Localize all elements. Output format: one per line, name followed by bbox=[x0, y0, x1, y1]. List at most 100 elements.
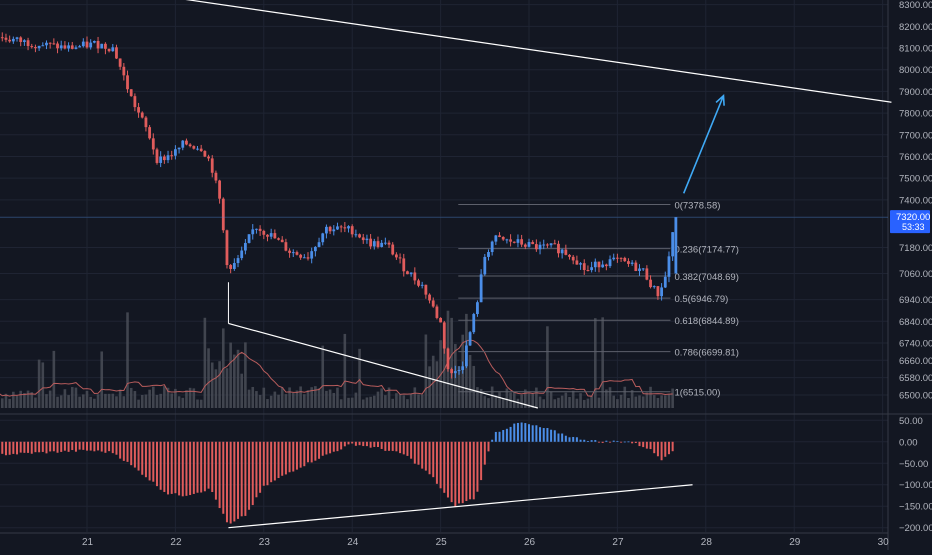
time-axis-label: 23 bbox=[259, 537, 271, 548]
osc-bar-negative bbox=[16, 441, 19, 455]
osc-bar-positive bbox=[586, 440, 589, 442]
osc-bar-negative bbox=[207, 441, 210, 489]
osc-bar-negative bbox=[362, 441, 365, 447]
osc-bar-negative bbox=[638, 441, 641, 447]
candle-down bbox=[133, 96, 137, 108]
osc-bar-negative bbox=[78, 441, 81, 450]
volume-bar bbox=[104, 393, 107, 408]
osc-bar-positive bbox=[505, 428, 508, 442]
osc-axis-label: 0.00 bbox=[899, 437, 918, 448]
volume-bar bbox=[601, 317, 604, 408]
osc-bar-negative bbox=[19, 441, 22, 453]
osc-bar-negative bbox=[373, 441, 376, 447]
last-price-tag[interactable] bbox=[890, 210, 930, 234]
osc-bar-negative bbox=[218, 441, 221, 509]
osc-bar-negative bbox=[347, 441, 350, 445]
candle-down bbox=[0, 37, 4, 39]
volume-bar bbox=[391, 398, 395, 408]
candle-up bbox=[321, 233, 325, 243]
osc-bar-positive bbox=[557, 433, 560, 442]
candle-down bbox=[140, 112, 144, 118]
volume-bar bbox=[317, 388, 321, 408]
volume-bar bbox=[531, 393, 534, 408]
volume-bar bbox=[384, 395, 387, 408]
volume-bar bbox=[490, 386, 494, 408]
candle-down bbox=[203, 151, 207, 157]
candle-down bbox=[52, 43, 56, 45]
osc-bar-negative bbox=[60, 441, 63, 452]
osc-bar-negative bbox=[74, 441, 77, 452]
volume-bar bbox=[196, 399, 199, 408]
candle-up bbox=[579, 263, 582, 265]
candle-up bbox=[78, 46, 82, 48]
osc-bar-negative bbox=[34, 441, 37, 453]
osc-bar-negative bbox=[214, 441, 217, 500]
volume-bar bbox=[203, 317, 207, 408]
osc-bar-negative bbox=[645, 441, 648, 449]
candle-down bbox=[8, 39, 12, 42]
volume-bar bbox=[174, 388, 177, 408]
candle-up bbox=[420, 284, 424, 286]
osc-bar-negative bbox=[277, 441, 280, 479]
volume-bar bbox=[240, 373, 243, 408]
volume-bar bbox=[516, 398, 520, 408]
osc-bar-negative bbox=[27, 441, 30, 453]
osc-bar-negative bbox=[225, 441, 228, 523]
osc-bar-positive bbox=[553, 430, 556, 442]
candle-down bbox=[582, 263, 586, 271]
osc-bar-negative bbox=[270, 441, 273, 483]
candle-down bbox=[597, 261, 601, 268]
candle-down bbox=[531, 242, 535, 245]
osc-bar-negative bbox=[667, 441, 670, 455]
candle-down bbox=[155, 149, 159, 163]
volume-bar bbox=[251, 386, 255, 408]
trendline-lower-price-line bbox=[228, 322, 538, 409]
osc-bar-negative bbox=[649, 441, 652, 450]
osc-bar-negative bbox=[642, 441, 645, 448]
osc-bar-positive bbox=[528, 424, 530, 442]
price-axis-label: 7400.00 bbox=[899, 195, 932, 206]
osc-bar-negative bbox=[351, 441, 354, 444]
osc-bar-negative bbox=[458, 441, 461, 504]
candle-down bbox=[258, 228, 262, 231]
volume-bar bbox=[594, 318, 597, 408]
volume-bar bbox=[398, 394, 402, 408]
osc-bar-negative bbox=[137, 441, 140, 471]
volume-bar bbox=[373, 395, 376, 408]
osc-bar-negative bbox=[178, 441, 181, 496]
osc-bar-positive bbox=[539, 427, 542, 442]
volume-bar bbox=[420, 394, 424, 408]
volume-bar bbox=[258, 394, 262, 408]
candle-up bbox=[177, 147, 181, 150]
volume-bar bbox=[4, 393, 8, 408]
candle-down bbox=[623, 257, 627, 262]
volume-bar bbox=[181, 397, 185, 408]
osc-bar-negative bbox=[601, 441, 604, 443]
osc-bar-negative bbox=[631, 441, 634, 444]
candle-up bbox=[612, 257, 616, 260]
candle-down bbox=[546, 244, 549, 246]
volume-bar bbox=[612, 395, 616, 408]
volume-bar bbox=[295, 390, 299, 408]
price-axis-label: 6740.00 bbox=[899, 338, 932, 349]
osc-bar-negative bbox=[329, 441, 332, 454]
candle-down bbox=[627, 261, 630, 264]
volume-bar bbox=[280, 387, 284, 408]
candle-down bbox=[188, 144, 192, 147]
osc-bar-negative bbox=[133, 441, 136, 468]
fib-level-label: 0.618(6844.89) bbox=[674, 316, 738, 327]
candle-down bbox=[498, 235, 501, 237]
osc-bar-positive bbox=[594, 440, 597, 442]
osc-bar-negative bbox=[634, 441, 637, 444]
volume-bar bbox=[26, 390, 30, 408]
osc-bar-negative bbox=[318, 441, 321, 459]
osc-bar-negative bbox=[314, 441, 317, 461]
candle-up bbox=[302, 257, 306, 259]
volume-bar bbox=[210, 362, 214, 408]
volume-bar bbox=[152, 386, 155, 408]
candle-down bbox=[446, 348, 450, 370]
candle-down bbox=[645, 268, 649, 280]
volume-bar bbox=[369, 396, 372, 408]
osc-bar-negative bbox=[472, 441, 475, 500]
osc-bar-negative bbox=[248, 441, 251, 510]
